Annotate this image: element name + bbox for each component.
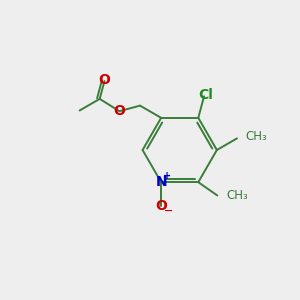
Text: Cl: Cl	[198, 88, 213, 102]
Text: N: N	[155, 175, 167, 189]
Text: O: O	[155, 199, 167, 213]
Text: O: O	[113, 104, 125, 118]
Text: O: O	[98, 73, 110, 87]
Text: −: −	[164, 206, 173, 216]
Text: CH₃: CH₃	[245, 130, 267, 143]
Text: +: +	[163, 171, 171, 181]
Text: CH₃: CH₃	[226, 189, 248, 202]
